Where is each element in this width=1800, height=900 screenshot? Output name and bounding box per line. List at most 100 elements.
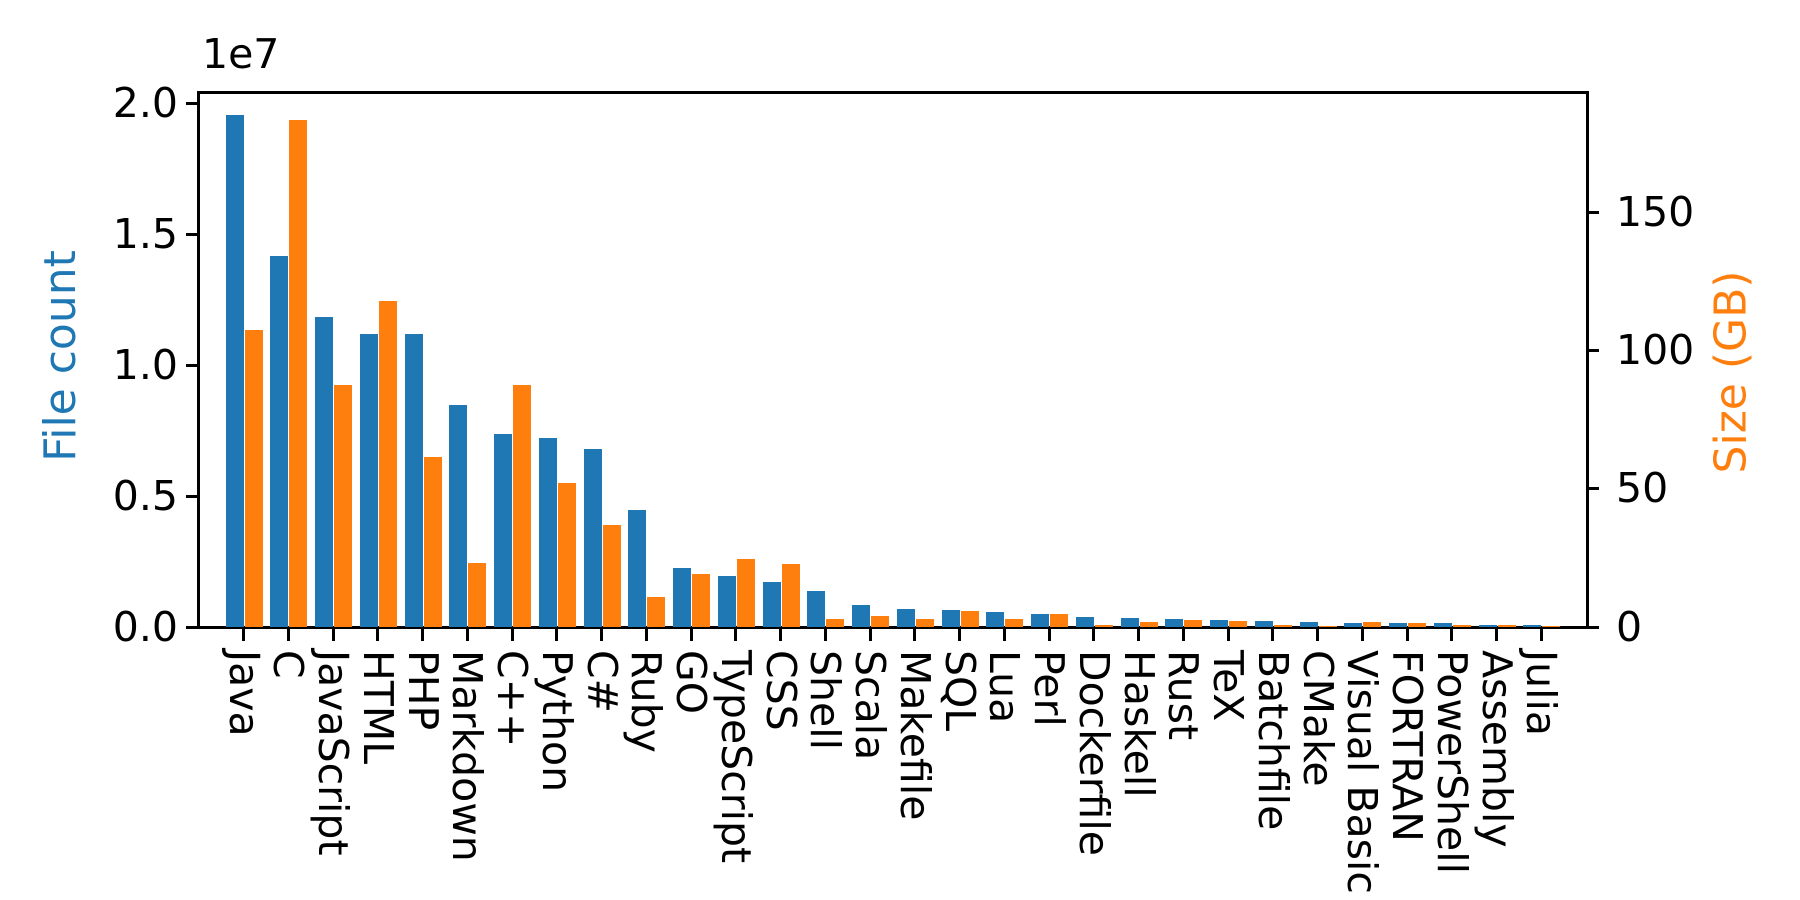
x-tick-label-perl: Perl bbox=[1025, 650, 1074, 727]
x-tick-label-assembly: Assembly bbox=[1472, 650, 1521, 848]
size-gb-bar-julia bbox=[1542, 626, 1561, 627]
right-y-tick bbox=[1587, 349, 1599, 353]
file-count-bar-ruby bbox=[628, 509, 647, 627]
size-gb-bar-perl bbox=[1050, 614, 1069, 627]
file-count-bar-c bbox=[583, 448, 602, 627]
x-tick bbox=[689, 629, 693, 641]
right-y-tick bbox=[1587, 487, 1599, 491]
size-gb-bar-go bbox=[692, 573, 711, 627]
size-gb-bar-c bbox=[289, 119, 308, 627]
x-tick-label-html: HTML bbox=[353, 650, 402, 765]
file-count-bar-css bbox=[762, 581, 781, 627]
x-tick bbox=[779, 629, 783, 641]
x-tick bbox=[1405, 629, 1409, 641]
file-count-bar-java bbox=[225, 114, 244, 627]
left-y-tick bbox=[186, 625, 198, 629]
file-count-bar-makefile bbox=[896, 609, 915, 627]
file-count-bar-php bbox=[404, 334, 423, 627]
file-count-bar-python bbox=[538, 437, 557, 627]
size-gb-bar-makefile bbox=[915, 618, 934, 627]
size-gb-bar-html bbox=[378, 300, 397, 627]
x-tick bbox=[1002, 629, 1006, 641]
x-tick-label-markdown: Markdown bbox=[443, 650, 492, 862]
right-axis-title: Size (GB) bbox=[1705, 162, 1756, 582]
x-tick bbox=[242, 629, 246, 641]
right-y-tick-label-150: 150 bbox=[1616, 188, 1695, 237]
file-count-bar-go bbox=[673, 567, 692, 627]
left-y-tick-label-1.5: 1.5 bbox=[112, 209, 178, 258]
x-tick-label-fortran: FORTRAN bbox=[1383, 650, 1432, 842]
x-tick-label-scala: Scala bbox=[846, 650, 895, 761]
x-tick bbox=[421, 629, 425, 641]
x-tick-label-batchfile: Batchfile bbox=[1248, 650, 1297, 831]
x-tick bbox=[1181, 629, 1185, 641]
left-y-tick bbox=[186, 363, 198, 367]
file-count-bar-visual-basic bbox=[1344, 622, 1363, 627]
left-y-tick bbox=[186, 494, 198, 498]
size-gb-bar-cmake bbox=[1318, 625, 1337, 627]
x-tick bbox=[600, 629, 604, 641]
size-gb-bar-python bbox=[557, 483, 576, 627]
file-count-bar-html bbox=[359, 334, 378, 627]
x-tick-label-dockerfile: Dockerfile bbox=[1069, 650, 1118, 857]
size-gb-bar-dockerfile bbox=[1094, 625, 1113, 627]
file-count-bar-markdown bbox=[449, 405, 468, 627]
top-spine bbox=[197, 91, 1589, 94]
file-count-bar-tex bbox=[1210, 620, 1229, 627]
size-gb-bar-assembly bbox=[1497, 624, 1516, 627]
left-spine bbox=[197, 91, 200, 629]
right-y-tick bbox=[1587, 625, 1599, 629]
size-gb-bar-c bbox=[602, 525, 621, 627]
file-count-bar-javascript bbox=[315, 316, 334, 627]
x-tick bbox=[644, 629, 648, 641]
x-tick bbox=[1047, 629, 1051, 641]
size-gb-bar-fortran bbox=[1408, 622, 1427, 627]
x-tick bbox=[555, 629, 559, 641]
file-count-bar-haskell bbox=[1120, 618, 1139, 627]
x-tick-label-makefile: Makefile bbox=[890, 650, 939, 821]
left-y-tick-label-2.0: 2.0 bbox=[112, 78, 178, 127]
x-tick-label-julia: Julia bbox=[1517, 650, 1566, 736]
x-tick-label-lua: Lua bbox=[980, 650, 1029, 724]
size-gb-bar-rust bbox=[1184, 619, 1203, 627]
right-y-tick-label-50: 50 bbox=[1616, 464, 1669, 513]
file-count-bar-perl bbox=[1031, 613, 1050, 627]
x-tick-label-go: GO bbox=[667, 650, 716, 715]
bottom-spine bbox=[197, 626, 1589, 629]
x-tick-label-python: Python bbox=[532, 650, 581, 793]
x-tick-label-tex: TeX bbox=[1204, 650, 1253, 722]
x-tick-label-c: C# bbox=[577, 650, 626, 713]
size-gb-bar-markdown bbox=[468, 563, 487, 627]
file-count-bar-shell bbox=[807, 590, 826, 627]
file-count-bar-rust bbox=[1165, 618, 1184, 627]
x-tick bbox=[913, 629, 917, 641]
file-count-bar-julia bbox=[1523, 625, 1542, 627]
size-gb-bar-sql bbox=[960, 611, 979, 627]
x-tick bbox=[1137, 629, 1141, 641]
size-gb-bar-c bbox=[513, 384, 532, 627]
x-tick-label-java: Java bbox=[219, 650, 268, 737]
file-count-bar-powershell bbox=[1433, 623, 1452, 627]
left-y-tick bbox=[186, 101, 198, 105]
x-tick bbox=[1360, 629, 1364, 641]
x-tick-label-ruby: Ruby bbox=[622, 650, 671, 753]
x-tick bbox=[286, 629, 290, 641]
left-y-tick-label-1.0: 1.0 bbox=[112, 340, 178, 389]
x-tick bbox=[1316, 629, 1320, 641]
x-tick bbox=[465, 629, 469, 641]
x-tick bbox=[958, 629, 962, 641]
x-tick bbox=[823, 629, 827, 641]
x-tick bbox=[376, 629, 380, 641]
file-count-bar-c bbox=[494, 433, 513, 627]
x-tick bbox=[510, 629, 514, 641]
right-y-tick-label-100: 100 bbox=[1616, 326, 1695, 375]
x-tick bbox=[331, 629, 335, 641]
size-gb-bar-powershell bbox=[1452, 625, 1471, 627]
x-tick bbox=[1271, 629, 1275, 641]
x-tick-label-php: PHP bbox=[398, 650, 447, 731]
size-gb-bar-java bbox=[244, 329, 263, 627]
x-tick-label-sql: SQL bbox=[935, 650, 984, 732]
x-tick-label-powershell: PowerShell bbox=[1427, 650, 1476, 874]
size-gb-bar-visual-basic bbox=[1363, 621, 1382, 627]
x-tick bbox=[1226, 629, 1230, 641]
